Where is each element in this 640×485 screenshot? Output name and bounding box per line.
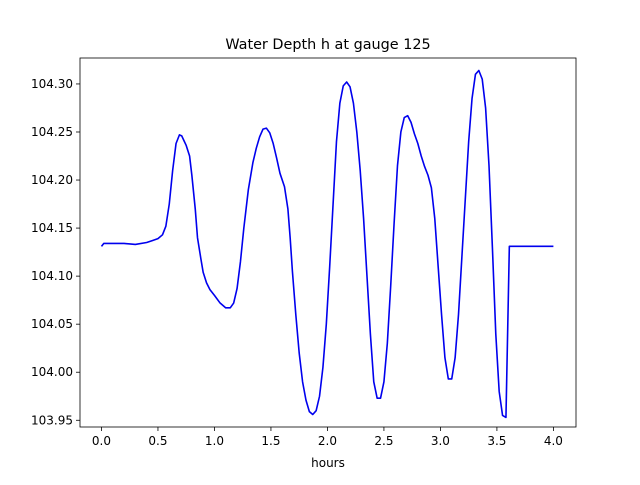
x-axis-label: hours [311,456,345,470]
y-axis: 103.95 104.00 104.05 104.10 104.15 104.20 104.… [31,77,80,427]
x-tick-label: 0.5 [148,434,167,448]
x-tick-label: 4.0 [544,434,563,448]
x-tick-label: 2.0 [318,434,337,448]
x-tick-label: 1.5 [261,434,280,448]
x-axis: 0.0 0.5 1.0 1.5 2.0 2.5 3.0 3.5 4.0 [92,427,563,448]
series-line [100,69,554,419]
x-tick-label: 2.5 [374,434,393,448]
plot-area [80,58,576,427]
y-tick-label: 104.15 [31,221,73,235]
y-tick-label: 104.20 [31,173,73,187]
x-tick-label: 3.5 [487,434,506,448]
y-tick-label: 104.25 [31,125,73,139]
plot-frame [79,57,577,428]
y-tick-label: 104.05 [31,317,73,331]
y-tick-label: 104.00 [31,365,73,379]
x-tick-label: 3.0 [431,434,450,448]
series-layer [100,69,554,419]
chart-title: Water Depth h at gauge 125 [225,37,430,53]
x-tick-label: 0.0 [92,434,111,448]
x-tick-label: 1.0 [205,434,224,448]
y-tick-label: 104.10 [31,269,73,283]
y-tick-label: 104.30 [31,77,73,91]
y-tick-label: 103.95 [31,413,73,427]
